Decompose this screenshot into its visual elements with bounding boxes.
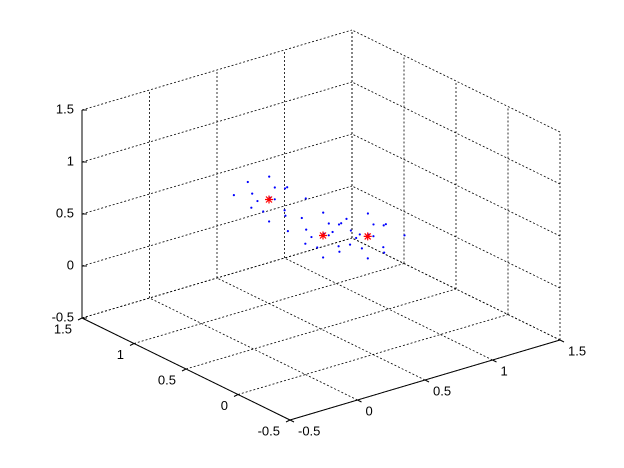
data-point xyxy=(338,250,341,253)
data-point xyxy=(268,220,271,223)
grid-line xyxy=(149,297,358,401)
x-tick xyxy=(492,359,497,363)
x-tick xyxy=(357,399,362,403)
data-point xyxy=(366,257,369,260)
data-point xyxy=(331,230,334,234)
grid-line xyxy=(351,29,561,133)
centroid-marker xyxy=(363,232,372,241)
data-point xyxy=(360,247,363,250)
data-point xyxy=(384,223,387,226)
data-point xyxy=(300,216,303,220)
data-point xyxy=(246,180,249,184)
x-tick-label: 0 xyxy=(366,403,373,418)
data-point xyxy=(310,235,313,239)
data-point xyxy=(358,233,361,236)
y-tick xyxy=(233,394,239,397)
data-point xyxy=(273,198,276,201)
grid-line xyxy=(351,185,561,289)
data-point xyxy=(262,210,265,213)
data-point xyxy=(268,175,271,178)
y-tick-label: 0.5 xyxy=(158,372,176,387)
data-point xyxy=(322,211,325,214)
data-point xyxy=(286,230,289,233)
z-tick-label: -0.5 xyxy=(52,309,74,324)
grid-line xyxy=(81,81,353,163)
grid-line xyxy=(81,237,353,319)
data-point xyxy=(382,224,385,227)
data-point xyxy=(283,187,287,190)
x-tick xyxy=(559,339,565,343)
centroid-marker xyxy=(265,195,273,204)
data-point xyxy=(273,186,276,189)
grid-line xyxy=(284,257,493,361)
data-point xyxy=(250,206,253,209)
data-point xyxy=(340,222,343,225)
y-tick xyxy=(129,343,135,346)
data-point xyxy=(327,222,330,225)
data-point xyxy=(345,217,348,220)
grid-line xyxy=(351,81,561,185)
data-point xyxy=(337,245,340,248)
grid-line xyxy=(81,185,353,267)
data-point xyxy=(403,234,406,237)
data-point xyxy=(284,214,287,217)
data-point xyxy=(327,234,330,237)
grid-line xyxy=(216,277,426,381)
data-point xyxy=(316,246,319,249)
x-tick xyxy=(289,419,295,423)
data-point xyxy=(372,223,375,226)
y-tick-label: -0.5 xyxy=(258,423,280,438)
x-tick-label: -0.5 xyxy=(298,423,320,438)
centroid-marker xyxy=(319,231,327,240)
grid-line xyxy=(185,288,457,370)
data-point xyxy=(372,235,375,238)
y-tick-label: 1 xyxy=(117,347,124,362)
data-point xyxy=(348,243,352,246)
x-tick-label: 1 xyxy=(501,363,508,378)
data-point xyxy=(305,228,308,231)
data-point xyxy=(286,186,289,189)
data-point xyxy=(304,242,307,245)
data-point xyxy=(283,209,286,212)
data-point xyxy=(322,256,325,259)
data-point xyxy=(383,251,386,254)
x-tick-label: 1.5 xyxy=(568,343,586,358)
grid-line xyxy=(351,237,561,341)
data-point xyxy=(349,229,352,232)
data-point xyxy=(366,212,369,215)
grid-line xyxy=(133,263,405,344)
data-point xyxy=(382,246,385,249)
y-tick xyxy=(77,317,83,321)
data-point xyxy=(337,223,341,226)
grid-line xyxy=(81,133,353,215)
z-tick-label: 1.5 xyxy=(56,101,74,116)
grid-line xyxy=(237,314,509,395)
z-tick-label: 0 xyxy=(67,257,74,272)
z-tick-label: 0.5 xyxy=(56,205,74,220)
y-tick xyxy=(181,368,187,372)
y-tick xyxy=(285,419,291,423)
y-tick-label: 1.5 xyxy=(54,321,72,336)
y-tick-label: 0 xyxy=(221,398,228,413)
data-point xyxy=(304,197,307,200)
x-tick xyxy=(424,379,430,383)
data-point xyxy=(256,199,259,203)
data-point xyxy=(251,192,254,195)
data-point xyxy=(232,194,235,197)
data-point xyxy=(355,236,358,240)
grid-line xyxy=(81,29,353,111)
grid-line xyxy=(351,133,561,237)
z-tick-label: 1 xyxy=(67,153,74,168)
x-tick-label: 0.5 xyxy=(433,383,451,398)
